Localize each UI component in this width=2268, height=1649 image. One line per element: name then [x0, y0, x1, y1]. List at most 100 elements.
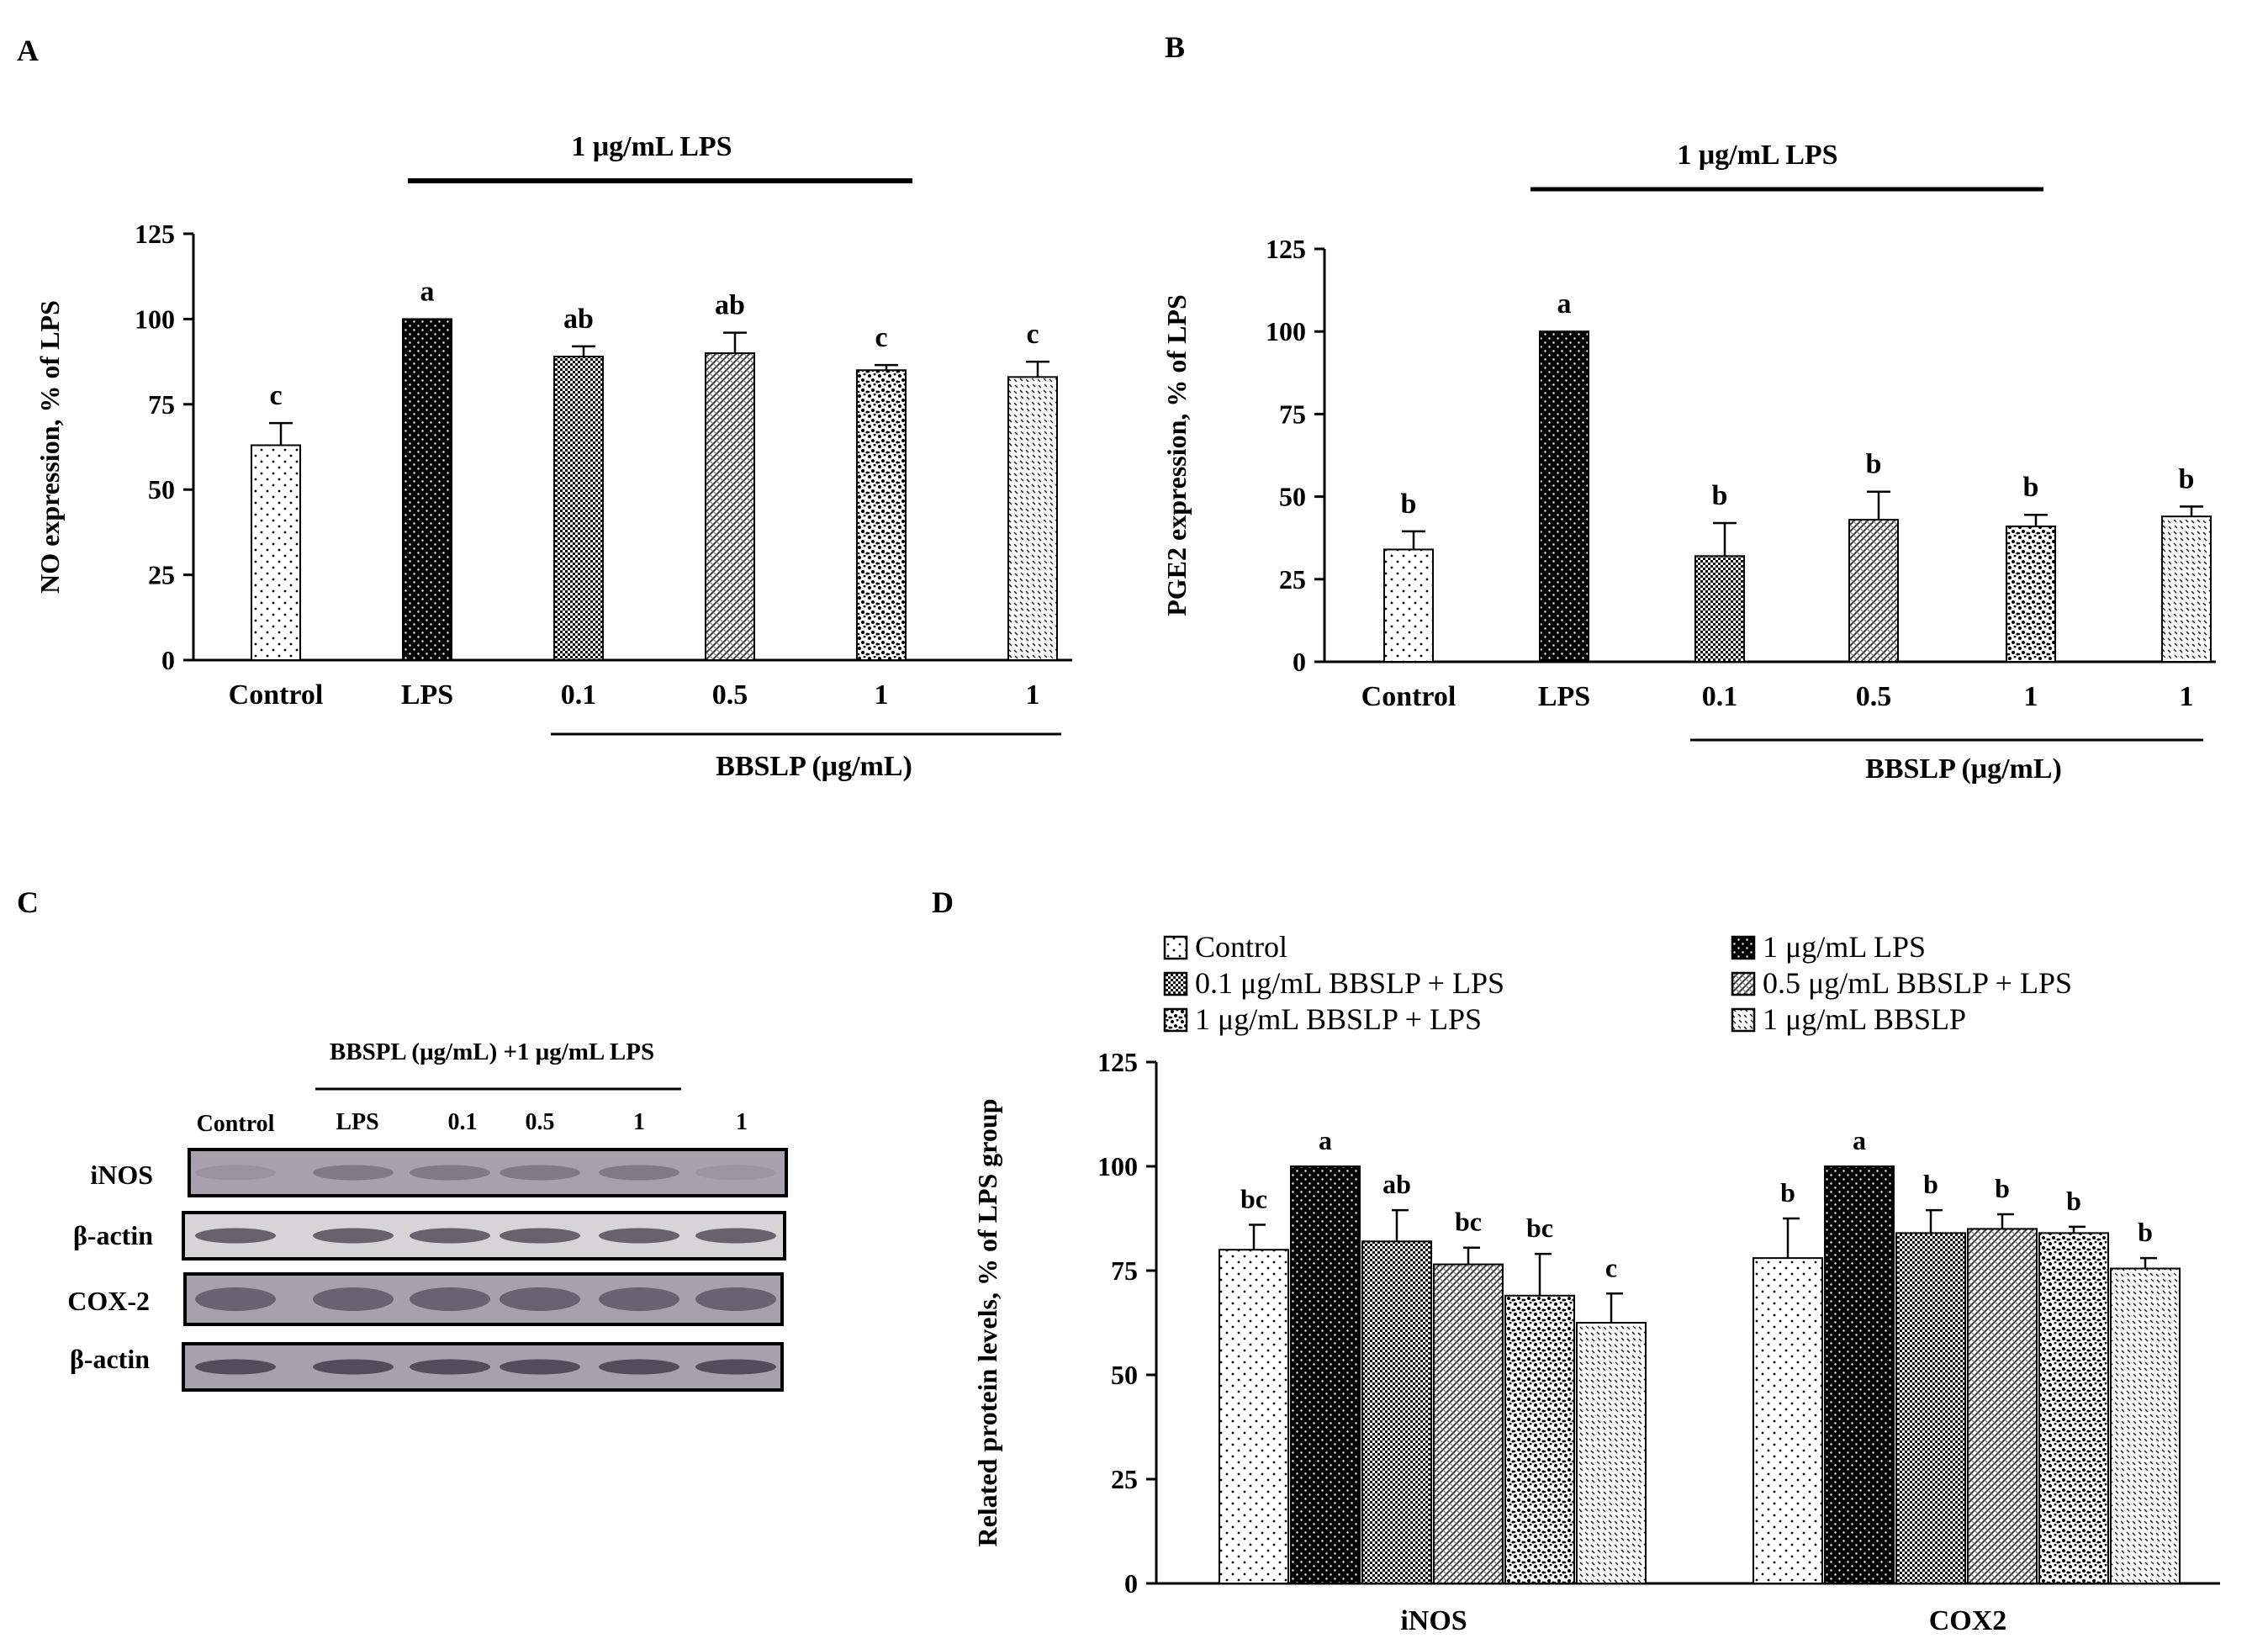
panel-a-group-bar: BBSLP (μg/mL): [551, 732, 1061, 782]
chart-a-y-tick-label: 75: [148, 389, 175, 420]
chart-a-bar: [402, 318, 452, 661]
panel-b-group-label: BBSLP (μg/mL): [1865, 753, 2062, 785]
blot-strips: [182, 1148, 788, 1392]
chart-b-bar: [2161, 515, 2212, 663]
chart-b-y-axis-label: PGE2 expression, % of LPS: [1161, 294, 1192, 616]
blot-row-label-actin-2: β-actin: [70, 1344, 150, 1374]
blot-strip-actin-1-band: [313, 1228, 394, 1244]
chart-a-bar: [1007, 376, 1058, 661]
chart-d-y-tick-label: 25: [1111, 1464, 1138, 1494]
chart-d-significance-label: bc: [1240, 1183, 1267, 1213]
blot-strip-cox2-band: [313, 1287, 394, 1311]
chart-b-x-tick-label: 1: [2180, 681, 2194, 712]
panel-a-treatment-bar: 1 μg/mL LPS: [408, 131, 912, 183]
chart-b-significance-label: b: [2179, 463, 2195, 494]
blot-row-label-inos: iNOS: [90, 1160, 153, 1190]
chart-d-legend-label: 0.5 μg/mL BBSLP + LPS: [1763, 966, 2072, 1000]
blot-strip-actin-1-band: [599, 1228, 679, 1244]
chart-d-bar: [1361, 1240, 1432, 1585]
chart-a-y-tick-label: 100: [135, 304, 175, 334]
lane-label-1: 1: [633, 1109, 645, 1135]
chart-a-significance-label: c: [1026, 319, 1039, 350]
chart-d-y-tick-label: 75: [1111, 1255, 1138, 1286]
panel-a-lps-label: 1 μg/mL LPS: [571, 131, 732, 162]
chart-b-pge2-expression: 0 25 50 75 100 125 PGE2 expression, % of LPS b C…: [1161, 234, 2216, 712]
blot-strip-cox2-band: [410, 1287, 490, 1311]
chart-a-significance-label: ab: [563, 304, 594, 335]
chart-d-bar: [1504, 1294, 1575, 1584]
blot-header: BBSPL (μg/mL) +1 μg/mL LPS: [330, 1039, 654, 1065]
blot-strip-inos-band: [195, 1165, 276, 1181]
chart-a-y-tick-label: 50: [148, 474, 175, 505]
chart-d-legend-label: 1 μg/mL LPS: [1763, 930, 1926, 964]
lane-label-lps: LPS: [336, 1109, 378, 1135]
chart-a-bar: [705, 351, 755, 661]
chart-a-bar: [251, 444, 301, 661]
chart-a-x-tick-label: LPS: [401, 679, 453, 711]
chart-b-y-tick-label: 75: [1279, 399, 1306, 429]
chart-d-legend-swatch: [1731, 1007, 1756, 1033]
chart-a-x-tick-label: 1: [875, 679, 889, 711]
blot-strip-actin-2-band: [500, 1359, 580, 1375]
chart-b-x-tick-label: 0.1: [1702, 681, 1738, 712]
chart-d-significance-label: b: [2066, 1186, 2081, 1216]
chart-b-x-tick-label: 1: [2024, 681, 2038, 712]
panel-b-lps-label: 1 μg/mL LPS: [1677, 140, 1837, 171]
chart-a-x-tick-label: 0.1: [561, 679, 597, 711]
chart-b-y-tick-label: 0: [1293, 647, 1306, 677]
chart-d-significance-label: bc: [1526, 1213, 1553, 1243]
blot-strip-actin-2-band: [313, 1359, 394, 1375]
panel-b-treatment-bar: 1 μg/mL LPS: [1531, 140, 2043, 192]
blot-strip-inos-band: [410, 1165, 490, 1181]
panel-letter-c: C: [17, 885, 39, 919]
chart-b-y-tick-label: 125: [1266, 234, 1306, 264]
chart-b-y-tick-label: 100: [1266, 316, 1306, 346]
chart-b-significance-label: b: [1401, 489, 1417, 520]
chart-d-x-tick-label: COX2: [1929, 1605, 2007, 1636]
blot-strip-inos: [188, 1148, 788, 1197]
panel-letter-a: A: [17, 34, 39, 67]
blot-strip-actin-2-band: [599, 1359, 679, 1375]
chart-d-bar: [1290, 1165, 1361, 1584]
chart-b-x-tick-label: LPS: [1538, 681, 1590, 712]
chart-d-y-axis-label: Related protein levels, % of LPS group: [972, 1098, 1002, 1546]
chart-b-bar: [1539, 330, 1589, 663]
chart-d-bar: [1753, 1257, 1823, 1584]
chart-d-legend-swatch: [1163, 935, 1188, 960]
chart-b-bar: [1694, 555, 1745, 663]
chart-d-significance-label: b: [1995, 1173, 2010, 1203]
blot-strip-inos-band: [695, 1165, 776, 1181]
blot-strip-cox2-band: [695, 1287, 776, 1311]
blot-strip-cox2-band: [500, 1287, 580, 1311]
chart-d-bar: [1824, 1165, 1895, 1584]
chart-d-bar: [1433, 1263, 1504, 1585]
chart-d-legend-label: Control: [1195, 930, 1287, 964]
chart-d-significance-label: b: [1923, 1169, 1938, 1199]
chart-a-significance-label: ab: [715, 290, 745, 321]
chart-d-legend-swatch: [1731, 935, 1756, 960]
chart-a-no-expression: 0 25 50 75 100 125 NO expression, % of LPS c Con…: [34, 219, 1072, 711]
chart-a-significance-label: c: [875, 322, 887, 353]
chart-a-significance-label: a: [420, 276, 435, 307]
blot-row-label-actin-1: β-actin: [73, 1220, 153, 1250]
blot-strip-cox2-band: [195, 1287, 276, 1311]
chart-b-bar: [1848, 519, 1899, 663]
chart-d-y-tick-label: 50: [1111, 1360, 1138, 1390]
chart-d-significance-label: b: [1780, 1177, 1795, 1208]
chart-d-significance-label: a: [1319, 1125, 1332, 1155]
chart-a-bar: [856, 369, 907, 661]
chart-a-y-axis-label: NO expression, % of LPS: [34, 300, 65, 594]
chart-b-bar: [1383, 548, 1434, 663]
chart-d-legend-label: 1 μg/mL BBSLP: [1763, 1002, 1966, 1036]
chart-b-y-tick-label: 50: [1279, 482, 1306, 512]
chart-b-significance-label: a: [1557, 288, 1572, 320]
chart-d-legend-label: 0.1 μg/mL BBSLP + LPS: [1195, 966, 1504, 1000]
chart-b-significance-label: b: [2023, 472, 2039, 503]
blot-strip-actin-1-band: [195, 1228, 276, 1244]
chart-b-x-tick-label: Control: [1361, 681, 1456, 712]
chart-d-significance-label: ab: [1382, 1169, 1411, 1199]
blot-strip-inos-band: [313, 1165, 394, 1181]
panel-a-group-label: BBSLP (μg/mL): [716, 751, 912, 782]
chart-a-bar: [553, 356, 604, 661]
